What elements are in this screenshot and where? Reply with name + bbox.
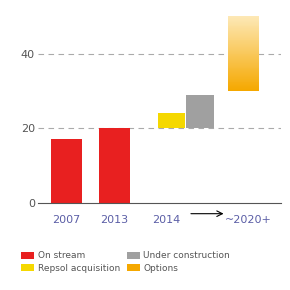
Bar: [228, 32, 259, 33]
Bar: [228, 53, 259, 55]
Bar: [228, 26, 259, 27]
Bar: [228, 50, 259, 51]
Bar: [228, 30, 259, 31]
Bar: [228, 81, 259, 82]
Bar: [228, 44, 259, 45]
Bar: [228, 41, 259, 42]
Bar: [228, 23, 259, 25]
Bar: [228, 68, 259, 69]
Bar: [228, 72, 259, 73]
Bar: [228, 90, 259, 91]
Bar: [228, 86, 259, 87]
Bar: [228, 64, 259, 65]
Bar: [228, 71, 259, 72]
Bar: [228, 20, 259, 21]
Bar: [228, 58, 259, 59]
Bar: [186, 95, 214, 128]
Bar: [51, 139, 82, 203]
Bar: [228, 76, 259, 77]
Bar: [228, 59, 259, 60]
Bar: [228, 62, 259, 63]
Bar: [228, 89, 259, 90]
Bar: [228, 83, 259, 84]
Bar: [228, 56, 259, 57]
Bar: [228, 39, 259, 41]
Bar: [228, 29, 259, 30]
Bar: [228, 52, 259, 54]
Bar: [228, 40, 259, 41]
Bar: [228, 87, 259, 88]
Bar: [228, 47, 259, 48]
Bar: [228, 65, 259, 66]
Bar: [228, 43, 259, 44]
Bar: [228, 61, 259, 62]
Bar: [228, 18, 259, 19]
Bar: [228, 25, 259, 26]
Bar: [228, 45, 259, 46]
Bar: [228, 63, 259, 64]
Text: 2007: 2007: [52, 215, 81, 225]
Bar: [228, 34, 259, 35]
Text: 2014: 2014: [153, 215, 181, 225]
Bar: [228, 42, 259, 43]
Bar: [228, 82, 259, 84]
Bar: [228, 36, 259, 37]
Bar: [228, 57, 259, 58]
Text: 2013: 2013: [100, 215, 128, 225]
Bar: [228, 28, 259, 29]
Text: ~2020+: ~2020+: [224, 215, 271, 225]
Bar: [228, 75, 259, 76]
Bar: [228, 73, 259, 74]
Bar: [228, 60, 259, 61]
Bar: [228, 19, 259, 20]
Bar: [228, 78, 259, 79]
Bar: [228, 22, 259, 23]
Bar: [228, 37, 259, 38]
Bar: [228, 38, 259, 39]
Bar: [228, 27, 259, 28]
Bar: [228, 66, 259, 68]
Bar: [228, 23, 259, 24]
Bar: [228, 55, 259, 56]
Bar: [228, 17, 259, 18]
Bar: [228, 16, 259, 17]
Bar: [228, 49, 259, 50]
Bar: [228, 48, 259, 49]
Bar: [228, 74, 259, 75]
Bar: [228, 69, 259, 70]
Bar: [228, 70, 259, 71]
Bar: [228, 79, 259, 80]
Bar: [228, 21, 259, 22]
Bar: [228, 31, 259, 32]
Bar: [228, 33, 259, 34]
Bar: [228, 66, 259, 67]
Bar: [228, 85, 259, 86]
Bar: [228, 88, 259, 89]
Bar: [158, 113, 184, 128]
Bar: [99, 128, 130, 203]
Bar: [228, 46, 259, 47]
Bar: [228, 51, 259, 52]
Bar: [228, 84, 259, 85]
Bar: [228, 80, 259, 81]
Bar: [228, 35, 259, 36]
Bar: [228, 77, 259, 78]
Legend: On stream, Repsol acquisition, Under construction, Options: On stream, Repsol acquisition, Under con…: [18, 248, 234, 276]
